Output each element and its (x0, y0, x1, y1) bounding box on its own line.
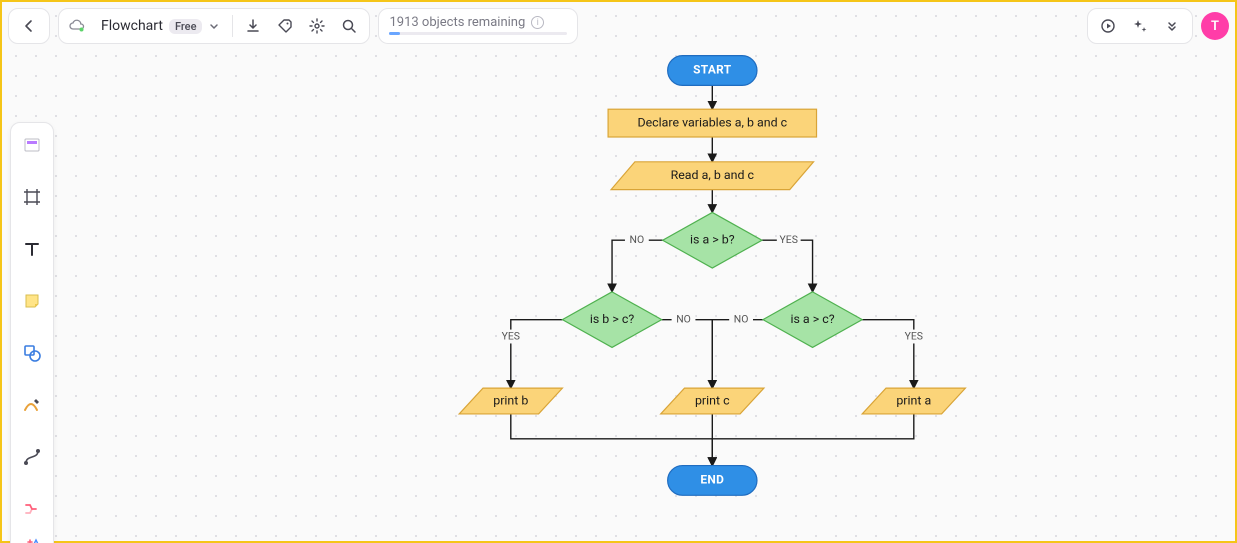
laser-icon (22, 499, 42, 519)
tool-note-purple[interactable] (16, 129, 48, 161)
avatar-letter: T (1211, 19, 1219, 34)
status-row: 1913 objects remaining i (389, 15, 567, 30)
svg-text:Read a, b and c: Read a, b and c (671, 168, 755, 183)
gear-icon (309, 18, 325, 34)
svg-text:NO: NO (630, 233, 645, 246)
text-icon (22, 239, 42, 259)
node-print_c[interactable]: print c (661, 388, 764, 414)
sparkle-button[interactable] (1126, 12, 1154, 40)
app-root: NO YES YES NO NO YES START Declare variables a,… (0, 0, 1237, 543)
left-toolbar (10, 122, 54, 543)
tag-button[interactable] (271, 12, 299, 40)
settings-button[interactable] (303, 12, 331, 40)
pen-icon (22, 395, 42, 415)
more-button[interactable] (1158, 12, 1186, 40)
sticky-icon (22, 291, 42, 311)
back-button[interactable] (15, 12, 43, 40)
node-start[interactable]: START (668, 56, 757, 86)
info-icon: i (531, 16, 544, 29)
flowchart-svg: NO YES YES NO NO YES START Declare variables a,… (2, 2, 1235, 541)
download-icon (245, 18, 261, 34)
canvas[interactable]: NO YES YES NO NO YES START Declare variables a,… (2, 2, 1235, 541)
svg-text:is a > c?: is a > c? (790, 312, 834, 327)
tool-shape[interactable] (16, 337, 48, 369)
cloud-sync-icon (63, 12, 91, 40)
connector-icon (22, 447, 42, 467)
download-button[interactable] (239, 12, 267, 40)
doc-title-text: Flowchart (101, 18, 163, 34)
present-button[interactable] (1094, 12, 1122, 40)
chevrons-icon (1165, 19, 1179, 33)
avatar[interactable]: T (1201, 12, 1229, 40)
svg-text:Declare variables a, b and c: Declare variables a, b and c (637, 115, 787, 130)
tool-laser[interactable] (16, 493, 48, 525)
card-icon (22, 135, 42, 155)
svg-text:END: END (700, 473, 724, 487)
tool-text[interactable] (16, 233, 48, 265)
node-print_b[interactable]: print b (459, 388, 562, 414)
tool-connector[interactable] (16, 441, 48, 473)
play-circle-icon (1100, 18, 1116, 34)
node-dec_ab[interactable]: is a > b? (663, 212, 762, 268)
node-print_a[interactable]: print a (862, 388, 965, 414)
frame-icon (22, 187, 42, 207)
svg-text:YES: YES (502, 329, 520, 342)
svg-text:print c: print c (695, 393, 730, 408)
usage-progress-fill (389, 32, 400, 35)
top-right-group: T (1087, 8, 1229, 44)
svg-text:START: START (693, 63, 732, 77)
tool-pen[interactable] (16, 389, 48, 421)
search-button[interactable] (335, 12, 363, 40)
status-pill[interactable]: 1913 objects remaining i (378, 8, 578, 44)
tag-icon (277, 18, 293, 34)
svg-text:NO: NO (734, 312, 749, 325)
tool-sticky[interactable] (16, 285, 48, 317)
shape-icon (22, 343, 42, 363)
plan-badge: Free (169, 19, 203, 34)
svg-text:NO: NO (676, 312, 691, 325)
divider (232, 15, 233, 37)
node-end[interactable]: END (668, 466, 757, 496)
svg-text:print b: print b (493, 393, 528, 408)
node-declare[interactable]: Declare variables a, b and c (608, 109, 816, 137)
sparkle-icon (1132, 18, 1148, 34)
right-actions (1087, 8, 1193, 44)
chevron-down-icon (208, 20, 220, 32)
title-group: Flowchart Free (58, 8, 370, 44)
chevron-left-icon (21, 18, 37, 34)
tool-frame[interactable] (16, 181, 48, 213)
status-text: 1913 objects remaining (389, 15, 525, 30)
node-read[interactable]: Read a, b and c (611, 162, 813, 190)
doc-title[interactable]: Flowchart Free (95, 18, 226, 34)
svg-text:YES: YES (905, 329, 923, 342)
usage-progress (389, 32, 567, 35)
back-group (8, 8, 50, 44)
svg-text:is b > c?: is b > c? (590, 312, 635, 327)
svg-text:is a > b?: is a > b? (690, 233, 735, 248)
svg-text:YES: YES (780, 233, 798, 246)
tool-shapes-plus[interactable] (16, 531, 48, 543)
svg-text:print a: print a (896, 393, 931, 408)
plus-shapes-icon (22, 537, 42, 543)
search-icon (341, 18, 357, 34)
node-dec_bc[interactable]: is b > c? (562, 292, 661, 348)
node-dec_ac[interactable]: is a > c? (763, 292, 862, 348)
top-bar: Flowchart Free 1913 objects remaining i (8, 8, 1229, 44)
